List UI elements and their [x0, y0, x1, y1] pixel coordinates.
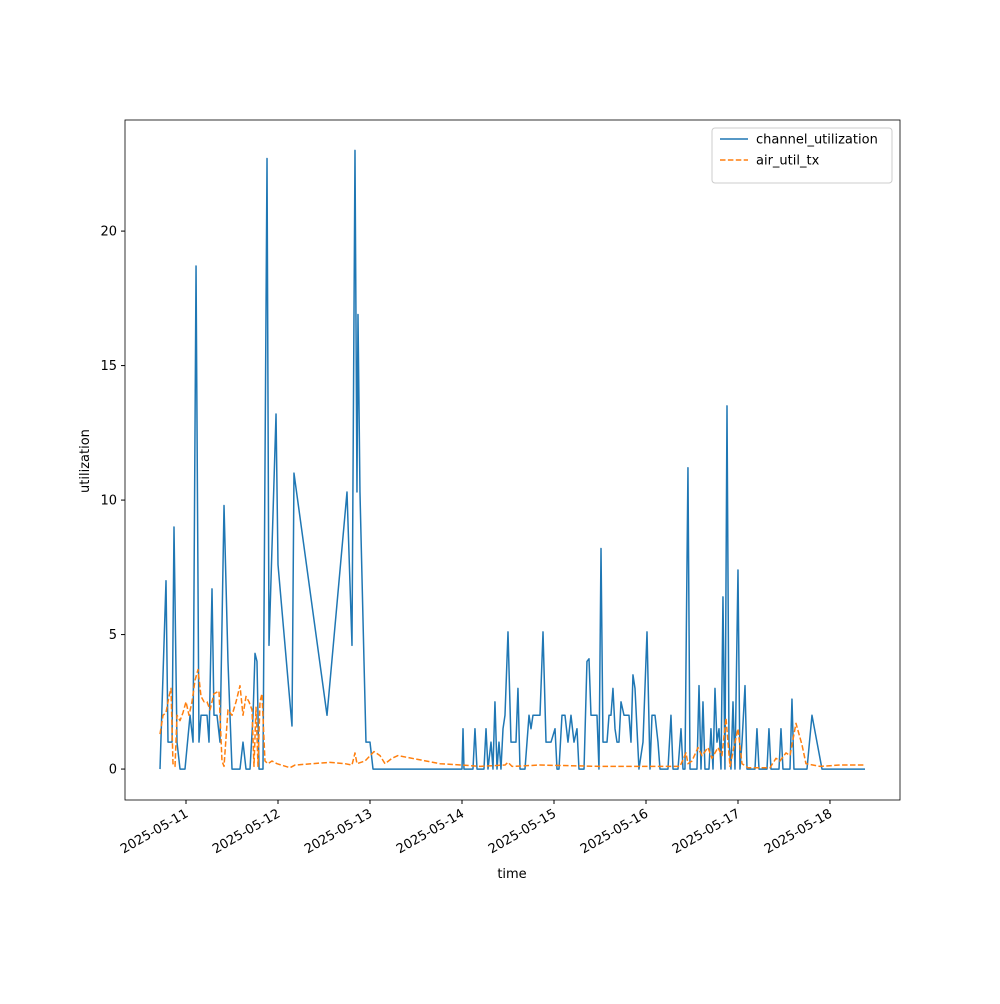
y-tick-label: 5 — [109, 628, 117, 643]
plot-frame — [124, 119, 901, 801]
legend-box — [711, 127, 893, 184]
y-axis-label: utilization — [78, 429, 93, 493]
y-tick-label: 10 — [100, 494, 117, 509]
data-line — [159, 668, 865, 769]
y-tick-label: 20 — [100, 225, 117, 240]
x-axis-label: time — [497, 867, 526, 882]
legend-label: channel_utilization — [756, 133, 878, 148]
y-tick-label: 15 — [100, 359, 117, 374]
y-tick-label: 0 — [109, 763, 117, 778]
data-line — [159, 149, 865, 770]
legend-label: air_util_tx — [756, 154, 820, 169]
legend: channel_utilization air_util_tx — [711, 127, 893, 184]
